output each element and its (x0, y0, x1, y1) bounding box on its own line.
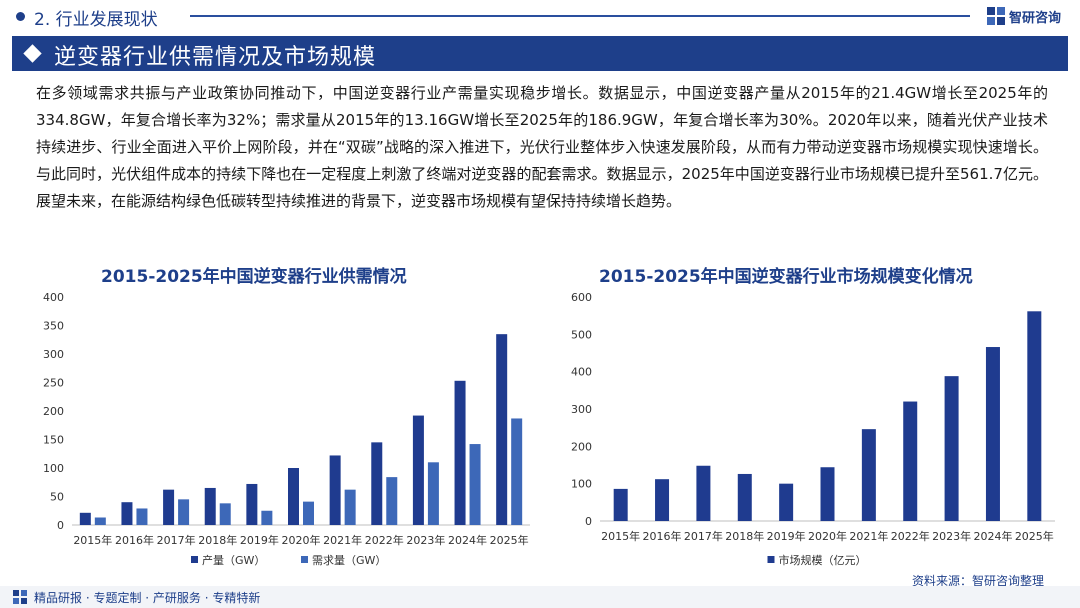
bar-primary (371, 442, 383, 525)
y-tick-label: 300 (571, 403, 592, 416)
bar-secondary (511, 418, 523, 525)
x-tick-label: 2018年 (198, 533, 237, 547)
x-tick-label: 2019年 (767, 529, 806, 543)
section-label: 2. 行业发展现状 (34, 10, 158, 30)
bar-primary (496, 334, 508, 525)
bar-secondary (136, 508, 148, 525)
legend-label: 产量（GW） (202, 553, 265, 567)
bar-primary (779, 483, 794, 521)
bar-primary (79, 512, 91, 525)
x-tick-label: 2016年 (115, 533, 154, 547)
bar-primary (613, 488, 628, 521)
footer-logo-icon (13, 590, 27, 604)
x-tick-label: 2022年 (365, 533, 404, 547)
bar-primary (944, 376, 959, 521)
x-tick-label: 2015年 (601, 529, 640, 543)
x-tick-label: 2020年 (282, 533, 321, 547)
footer-tagline: 精品研报 · 专题定制 · 产研服务 · 专精特新 (34, 591, 261, 605)
y-tick-label: 250 (43, 377, 64, 390)
source-note: 资料来源：智研咨询整理 (911, 574, 1044, 588)
y-tick-label: 150 (43, 434, 64, 447)
bar-secondary (469, 444, 481, 525)
x-tick-label: 2021年 (323, 533, 362, 547)
x-tick-label: 2019年 (240, 533, 279, 547)
x-tick-label: 2023年 (406, 533, 445, 547)
bar-primary (903, 401, 918, 521)
title-banner: 逆变器行业供需情况及市场规模 (12, 36, 1068, 71)
legend-label: 需求量（GW） (312, 554, 386, 567)
bar-secondary (427, 462, 439, 525)
footer-bar: 精品研报 · 专题定制 · 产研服务 · 专精特新 (0, 586, 1080, 608)
y-tick-label: 0 (57, 519, 64, 532)
intro-paragraph: 在多领域需求共振与产业政策协同推动下，中国逆变器行业产需量实现稳步增长。数据显示… (36, 84, 1048, 210)
page-title: 逆变器行业供需情况及市场规模 (54, 45, 377, 70)
bar-secondary (219, 503, 231, 525)
y-tick-label: 400 (571, 366, 592, 379)
x-tick-label: 2015年 (73, 533, 112, 547)
bar-primary (696, 465, 711, 521)
brand: 智研咨询 (986, 6, 1061, 26)
bar-primary (412, 415, 424, 525)
brand-name: 智研咨询 (1009, 10, 1062, 26)
x-tick-label: 2025年 (490, 533, 529, 547)
top-bar: 2. 行业发展现状 智研咨询 (0, 0, 1080, 34)
y-tick-label: 100 (43, 462, 64, 475)
bar-primary (454, 380, 466, 525)
x-tick-label: 2021年 (849, 529, 888, 543)
bar-primary (204, 487, 216, 525)
bar-primary (655, 479, 670, 521)
legend-label: 市场规模（亿元） (779, 553, 867, 567)
header-divider (190, 15, 970, 17)
bullet-dot-icon (16, 12, 25, 21)
x-tick-label: 2025年 (1015, 529, 1054, 543)
bar-primary (246, 483, 258, 525)
x-tick-label: 2017年 (157, 533, 196, 547)
y-tick-label: 500 (571, 328, 592, 341)
bar-primary (121, 502, 133, 525)
bar-primary (1027, 311, 1042, 521)
bar-primary (820, 467, 835, 521)
y-tick-label: 0 (585, 515, 592, 528)
bar-primary (288, 468, 299, 525)
legend-swatch (767, 556, 775, 563)
chart-title-supply-demand: 2015-2025年中国逆变器行业供需情况 (101, 267, 407, 287)
y-tick-label: 200 (571, 440, 592, 453)
legend-swatch (301, 556, 308, 563)
y-tick-label: 600 (571, 291, 592, 304)
bar-secondary (303, 501, 314, 525)
bar-secondary (178, 499, 190, 525)
bar-primary (329, 455, 341, 525)
x-tick-label: 2020年 (808, 529, 847, 543)
chart-title-market-size: 2015-2025年中国逆变器行业市场规模变化情况 (599, 267, 973, 287)
x-tick-label: 2024年 (973, 529, 1012, 543)
y-tick-label: 400 (43, 291, 64, 304)
y-tick-label: 100 (571, 478, 592, 491)
x-tick-label: 2018年 (725, 529, 764, 543)
x-tick-label: 2022年 (891, 529, 930, 543)
bar-primary (861, 429, 876, 521)
y-tick-label: 200 (43, 405, 64, 418)
y-tick-label: 50 (50, 491, 64, 504)
bar-secondary (94, 517, 106, 525)
diamond-icon (23, 44, 42, 63)
bar-primary (985, 347, 1000, 521)
y-tick-label: 350 (43, 320, 64, 333)
x-tick-label: 2023年 (932, 529, 971, 543)
y-tick-label: 300 (43, 348, 64, 361)
bar-secondary (344, 489, 356, 525)
bar-secondary (386, 477, 398, 525)
brand-logo-icon (987, 7, 1005, 25)
x-tick-label: 2024年 (448, 533, 487, 547)
bar-secondary (261, 510, 273, 525)
bar-primary (737, 473, 752, 521)
bar-primary (163, 489, 175, 525)
legend-swatch (191, 556, 198, 563)
x-tick-label: 2017年 (684, 529, 723, 543)
x-tick-label: 2016年 (643, 529, 682, 543)
